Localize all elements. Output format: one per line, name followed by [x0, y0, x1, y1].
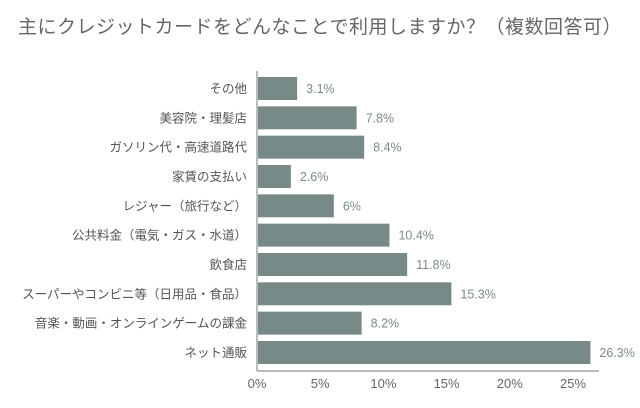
value-label: 15.3% — [460, 287, 495, 301]
category-label: ネット通販 — [184, 345, 247, 360]
value-label: 6% — [343, 199, 361, 213]
category-label: スーパーやコンビニ等（日用品・食品） — [22, 286, 247, 301]
value-label: 10.4% — [398, 229, 433, 243]
value-label: 11.8% — [416, 258, 451, 272]
x-tick-label: 20% — [497, 376, 523, 391]
bar — [258, 252, 408, 276]
category-label: ガソリン代・高速道路代 — [109, 140, 247, 155]
category-label: 音楽・動画・オンラインゲームの課金 — [35, 316, 248, 331]
value-label: 8.2% — [371, 317, 400, 331]
category-label: 美容院・理髪店 — [159, 110, 247, 125]
category-label: その他 — [209, 81, 247, 96]
x-tick-label: 0% — [248, 376, 267, 391]
bar — [258, 106, 357, 130]
x-tick-label: 10% — [370, 376, 396, 391]
value-label: 2.6% — [300, 170, 329, 184]
bar — [258, 340, 591, 364]
bar — [258, 282, 452, 306]
bar — [258, 77, 298, 100]
category-label: 公共料金（電気・ガス・水道） — [72, 228, 247, 243]
x-tick-label: 5% — [311, 376, 330, 391]
category-label: 家賃の支払い — [172, 169, 247, 184]
value-label: 7.8% — [366, 111, 395, 125]
x-tick-label: 25% — [560, 376, 586, 391]
bar — [258, 311, 362, 335]
bar — [258, 223, 390, 247]
bar — [258, 164, 291, 188]
category-label: レジャー（旅行など） — [123, 198, 247, 213]
category-label: 飲食店 — [209, 257, 247, 272]
x-tick-label: 15% — [434, 376, 460, 391]
chart-title: 主にクレジットカードをどんなことで利用しますか？（複数回答可） — [18, 16, 622, 38]
bar — [258, 135, 365, 159]
bar — [258, 194, 334, 218]
value-label: 26.3% — [599, 346, 634, 360]
value-label: 3.1% — [306, 82, 335, 96]
value-label: 8.4% — [373, 141, 402, 155]
